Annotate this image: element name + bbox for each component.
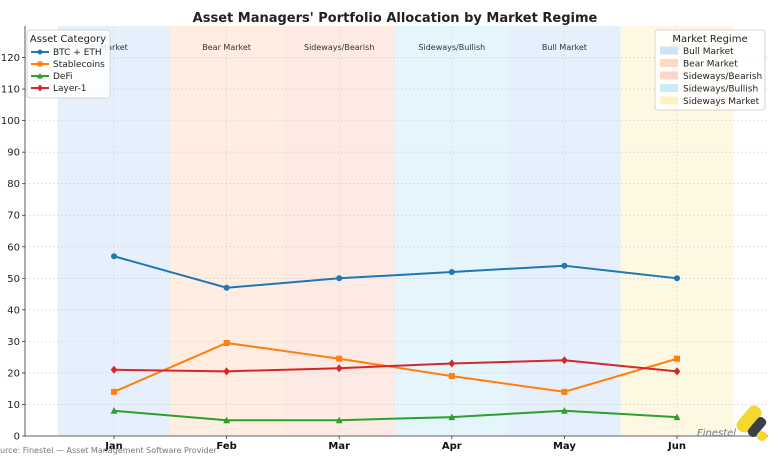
regime-band-label: Bear Market	[202, 43, 251, 52]
data-point	[561, 262, 568, 269]
legend-title: Market Regime	[672, 34, 747, 45]
y-tick-label: 100	[1, 116, 20, 127]
y-tick-label: 120	[1, 53, 20, 64]
x-tick-label: Feb	[216, 441, 236, 452]
data-point	[111, 253, 117, 260]
legend-swatch	[660, 71, 678, 80]
legend-entry: DeFi	[53, 72, 73, 82]
legend-entry: Layer-1	[53, 84, 87, 94]
y-tick-label: 110	[1, 85, 20, 96]
y-tick-label: 40	[7, 305, 20, 316]
series-line	[113, 409, 678, 422]
legend-swatch	[660, 96, 678, 105]
data-point	[37, 49, 43, 55]
legend-entry: Stablecoins	[53, 60, 105, 70]
x-tick-label: Jun	[667, 441, 686, 452]
data-point	[561, 407, 568, 414]
series-line	[113, 341, 678, 393]
legend-entry: Sideways Market	[683, 97, 760, 107]
legend-box	[654, 29, 766, 111]
series-line	[113, 255, 678, 289]
data-point	[335, 416, 343, 424]
data-point	[561, 388, 568, 395]
legend-swatch	[660, 46, 678, 55]
x-tick-label: Apr	[442, 441, 462, 452]
legend-entry: Bull Market	[683, 47, 734, 57]
data-point	[673, 367, 681, 376]
x-tick-label: Jan	[104, 441, 123, 452]
legend-swatch	[660, 59, 678, 67]
data-point	[110, 365, 118, 374]
legend-entry: BTC + ETH	[53, 48, 102, 58]
finestel-logo-mark	[736, 405, 767, 441]
y-tick-label: 50	[7, 274, 20, 285]
regime-band-label: Sideways/Bearish	[304, 43, 374, 52]
legend-entry: Sideways/Bearish	[683, 72, 762, 82]
series-line	[113, 359, 678, 373]
y-tick-label: 0	[14, 432, 20, 443]
legend-entry: Sideways/Bullish	[683, 85, 758, 95]
data-point	[336, 275, 343, 282]
data-point	[37, 61, 43, 67]
legend-asset-category: Asset Category BTC + ETH Stablecoins DeFi La…	[26, 29, 111, 99]
finestel-logo: Finestel	[697, 405, 767, 441]
data-point	[335, 364, 343, 373]
data-point	[448, 269, 455, 275]
data-point	[336, 355, 343, 362]
legend-swatch	[660, 84, 678, 92]
regime-band-label: Sideways/Bullish	[418, 43, 485, 52]
data-point	[37, 84, 43, 92]
legend-entry: Bear Market	[683, 60, 738, 70]
y-tick-label: 60	[7, 242, 20, 253]
legend-box	[26, 29, 111, 99]
data-point	[561, 356, 568, 365]
y-tick-label: 80	[7, 179, 20, 190]
data-point	[110, 407, 118, 414]
brand-name: Finestel	[697, 428, 736, 439]
regime-band-label: Bull Market	[542, 43, 587, 52]
legend-title: Asset Category	[30, 34, 106, 45]
data-point	[111, 388, 117, 395]
x-tick-labels: Jan Feb Mar Apr May Jun	[104, 436, 686, 452]
axes	[24, 26, 768, 437]
y-tick-label: 20	[7, 368, 20, 379]
x-tick-label: Mar	[328, 441, 350, 452]
data-point	[674, 275, 680, 282]
data-point	[448, 373, 455, 380]
legend-market-regime: Market Regime Bull Market Bear Market Sidew…	[654, 29, 766, 111]
regime-band-label: Market	[100, 43, 128, 52]
data-point	[674, 355, 680, 362]
data-point	[223, 284, 230, 291]
source-note: urce: Finestel — Asset Management Softwa…	[0, 446, 218, 455]
regime-bands	[57, 26, 734, 436]
y-tick-label: 30	[7, 337, 20, 348]
y-tick-label: 90	[7, 148, 20, 159]
data-point	[37, 72, 43, 79]
chart-title: Asset Managers' Portfolio Allocation by …	[193, 11, 598, 26]
series-lines	[110, 253, 681, 424]
data-point	[448, 413, 456, 421]
y-tick-label: 70	[7, 211, 20, 222]
x-tick-label: May	[553, 441, 576, 452]
data-point	[223, 367, 230, 376]
data-point	[448, 359, 456, 368]
data-point	[673, 413, 681, 421]
data-point	[223, 339, 230, 346]
y-tick-label: 10	[7, 400, 20, 411]
y-tick-labels: 0 10 20 30 40 50 60 70 80 90 100 110 120	[1, 53, 25, 443]
data-point	[223, 416, 230, 424]
